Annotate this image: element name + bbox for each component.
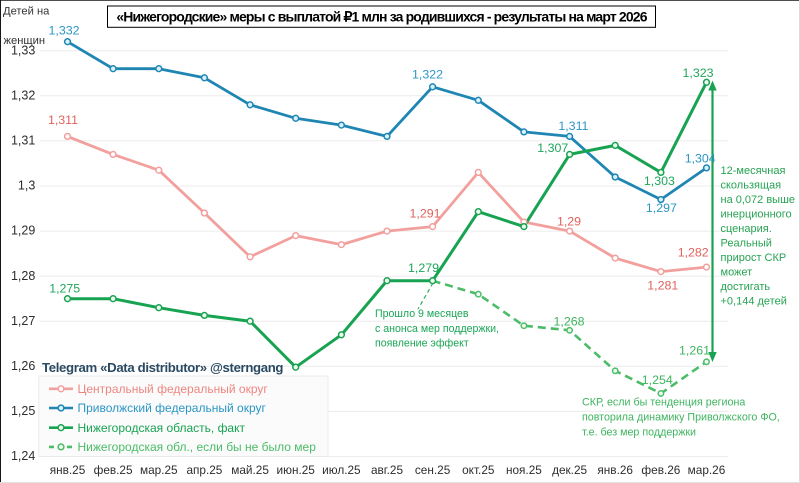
svg-text:1,33: 1,33 [11, 43, 35, 57]
svg-text:1,332: 1,332 [48, 24, 79, 38]
svg-text:Реальный: Реальный [721, 238, 772, 250]
svg-text:1,26: 1,26 [11, 359, 35, 373]
svg-text:май.25: май.25 [231, 463, 269, 477]
svg-text:июн.25: июн.25 [277, 463, 316, 477]
svg-text:скользящая: скользящая [721, 180, 782, 192]
svg-text:1,282: 1,282 [678, 246, 709, 260]
svg-text:12-месячная: 12-месячная [721, 165, 786, 177]
svg-text:1,322: 1,322 [412, 68, 443, 82]
svg-text:1,24: 1,24 [11, 449, 35, 463]
svg-text:с анонса мер поддержки,: с анонса мер поддержки, [375, 323, 499, 335]
svg-text:СКР, если бы тенденция региона: СКР, если бы тенденция региона [582, 396, 745, 408]
svg-text:1,29: 1,29 [557, 215, 581, 229]
svg-text:1,307: 1,307 [537, 141, 568, 155]
svg-text:1,3: 1,3 [18, 179, 35, 193]
svg-text:сценария.: сценария. [721, 223, 772, 235]
svg-text:1,28: 1,28 [11, 269, 35, 283]
svg-text:1,268: 1,268 [553, 315, 584, 329]
svg-text:появление эффект: появление эффект [375, 337, 469, 349]
svg-text:дек.25: дек.25 [552, 463, 587, 477]
svg-text:фев.26: фев.26 [641, 463, 680, 477]
svg-text:сен.25: сен.25 [415, 463, 451, 477]
svg-text:мар.25: мар.25 [140, 463, 178, 477]
svg-text:достигать: достигать [721, 281, 771, 293]
svg-text:1,311: 1,311 [558, 119, 588, 133]
svg-text:мар.26: мар.26 [688, 463, 726, 477]
svg-text:т.е. без мер поддержки: т.е. без мер поддержки [582, 426, 696, 438]
svg-text:+0,144 детей: +0,144 детей [721, 296, 787, 308]
svg-text:1,297: 1,297 [646, 201, 677, 215]
svg-text:апр.25: апр.25 [186, 463, 222, 477]
svg-text:1,291: 1,291 [409, 207, 440, 221]
svg-text:янв.26: янв.26 [597, 463, 633, 477]
svg-text:1,311: 1,311 [48, 113, 78, 127]
svg-text:окт.25: окт.25 [462, 463, 495, 477]
svg-text:Приволжский федеральный округ: Приволжский федеральный округ [78, 401, 267, 415]
svg-text:1,303: 1,303 [644, 174, 675, 188]
svg-text:1,323: 1,323 [682, 66, 713, 80]
svg-text:1,254: 1,254 [642, 373, 673, 387]
svg-text:Детей на: Детей на [3, 5, 50, 17]
svg-text:на 0,072 выше: на 0,072 выше [721, 194, 796, 206]
svg-text:Центральный федеральный округ: Центральный федеральный округ [78, 382, 269, 396]
svg-text:Нижегородская обл., если бы не: Нижегородская обл., если бы не было мер [78, 440, 317, 454]
svg-text:1,25: 1,25 [11, 404, 35, 418]
svg-text:1,281: 1,281 [647, 279, 678, 293]
svg-text:фев.25: фев.25 [94, 463, 133, 477]
svg-text:1,261: 1,261 [679, 343, 710, 357]
svg-text:Прошло 9 месяцев: Прошло 9 месяцев [375, 308, 469, 320]
svg-text:повторила динамику Приволжског: повторила динамику Приволжского ФО, [582, 411, 780, 423]
svg-text:прирост СКР: прирост СКР [721, 252, 787, 264]
svg-text:авг.25: авг.25 [371, 463, 404, 477]
svg-text:янв.25: янв.25 [50, 463, 86, 477]
svg-text:«Нижегородские» меры с выплато: «Нижегородские» меры с выплатой ₽1 млн з… [116, 8, 647, 24]
svg-text:Нижегородская область, факт: Нижегородская область, факт [78, 421, 246, 435]
svg-text:может: может [721, 267, 753, 279]
svg-text:Telegram «Data distributor» @s: Telegram «Data distributor» @sterngang [42, 360, 283, 375]
svg-text:июл.25: июл.25 [322, 463, 361, 477]
svg-text:1,27: 1,27 [11, 314, 35, 328]
svg-text:инерционного: инерционного [721, 209, 792, 221]
svg-text:1,304: 1,304 [685, 152, 716, 166]
svg-text:женщин: женщин [4, 35, 46, 47]
svg-text:1,31: 1,31 [11, 134, 35, 148]
svg-text:1,275: 1,275 [49, 281, 80, 295]
svg-text:ноя.25: ноя.25 [506, 463, 542, 477]
svg-text:1,32: 1,32 [11, 88, 35, 102]
svg-text:1,279: 1,279 [408, 261, 439, 275]
svg-text:1,29: 1,29 [11, 224, 35, 238]
